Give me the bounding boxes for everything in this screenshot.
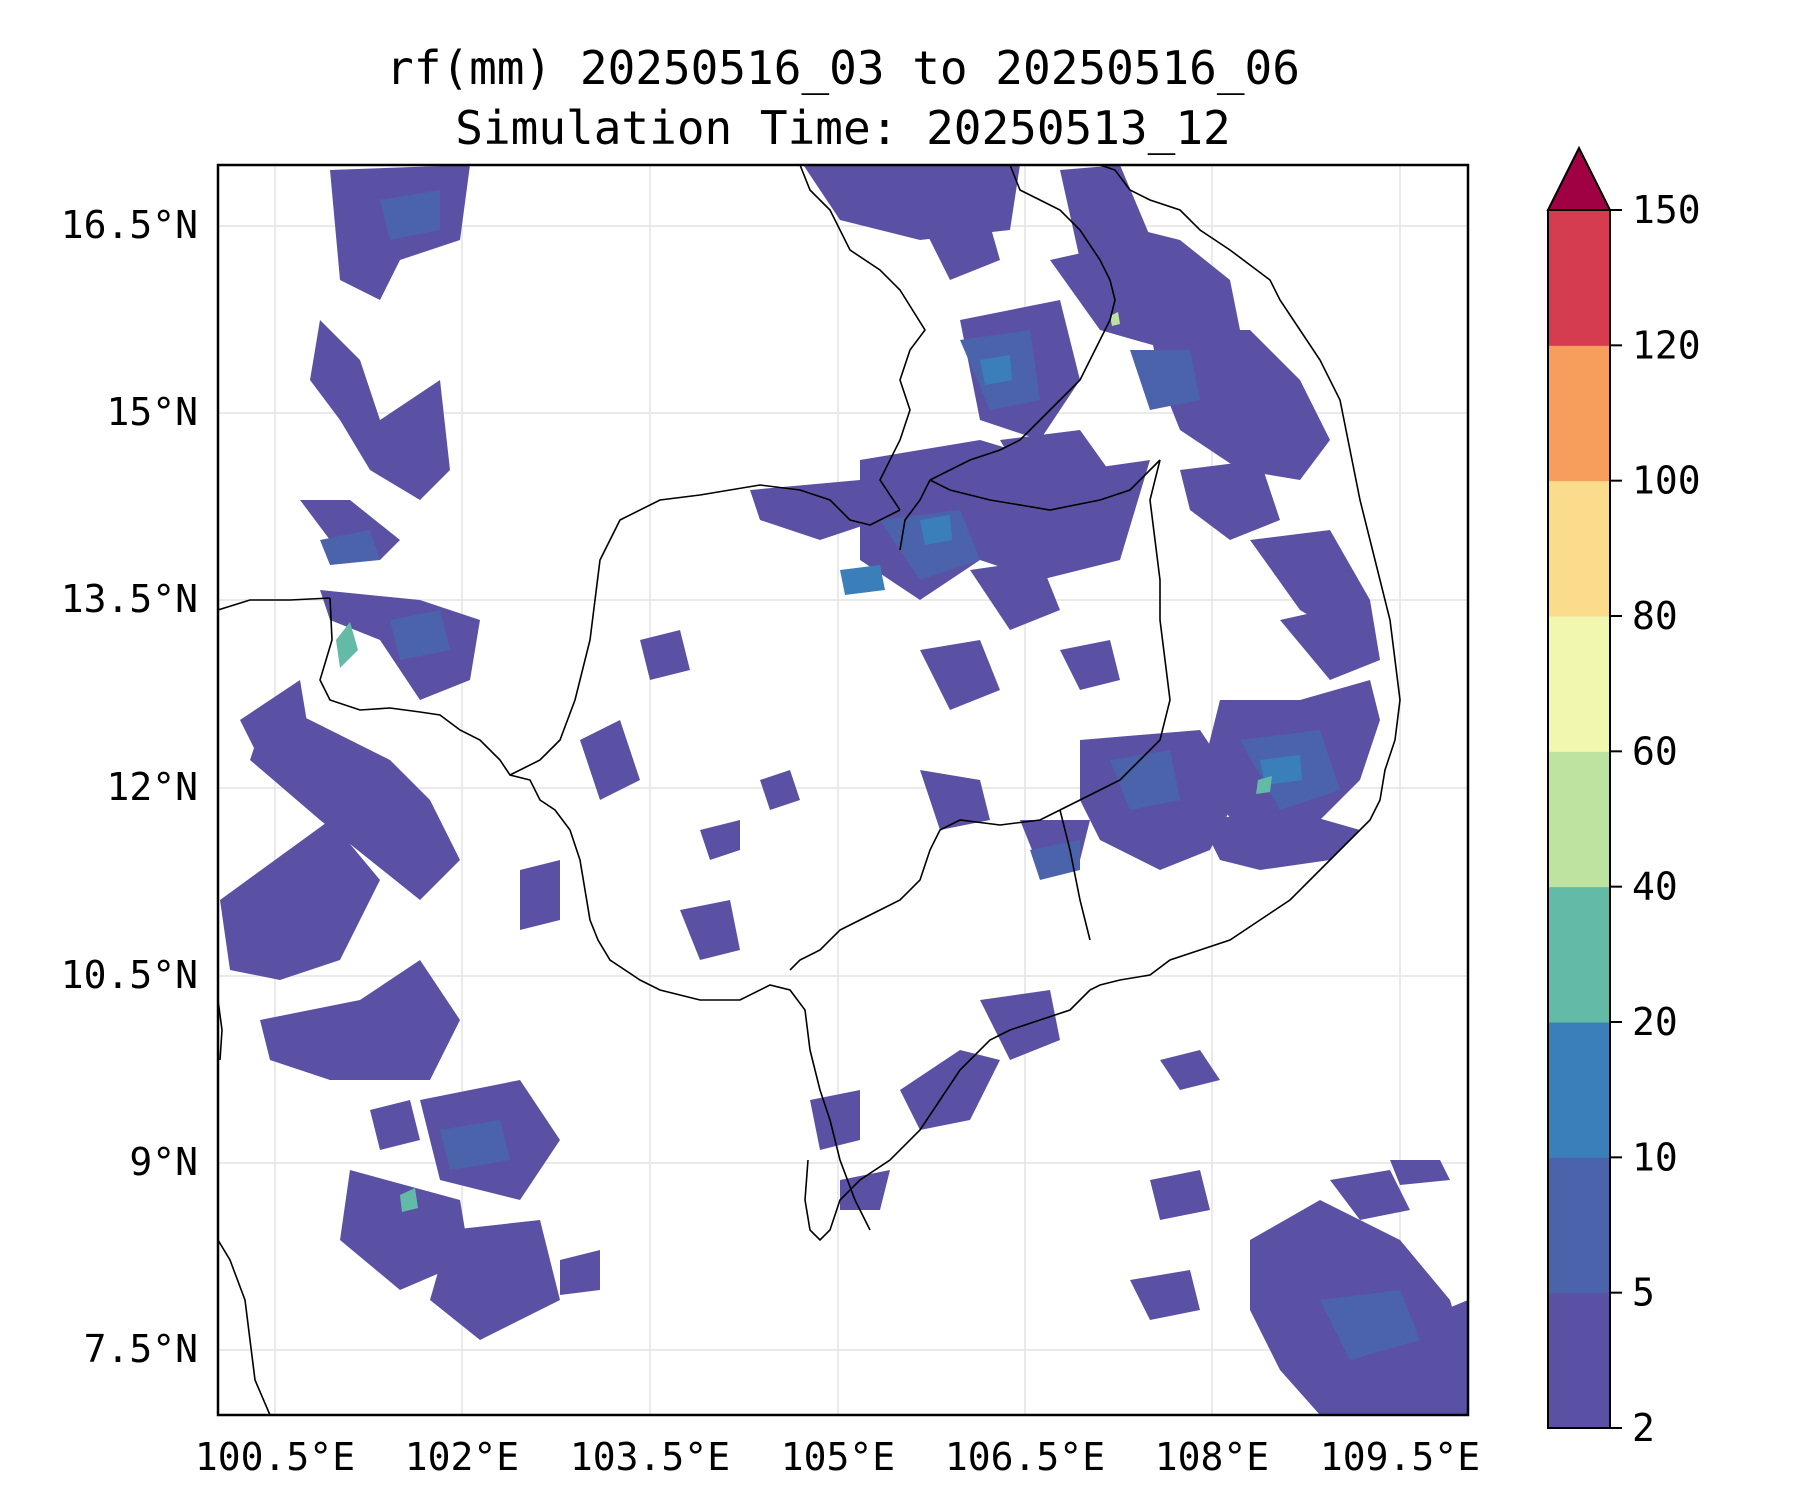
colorbar-segment-2: [1548, 1157, 1610, 1294]
lat-label-1: 16.5°N: [61, 203, 198, 247]
lat-label-5: 10.5°N: [61, 953, 198, 997]
rainfall-fill-5-10mm: [320, 190, 1420, 1360]
lon-label-6: 108°E: [1155, 1435, 1269, 1479]
colorbar-tick-label: 10: [1632, 1135, 1678, 1179]
lon-label-5: 106.5°E: [945, 1435, 1105, 1479]
longitude-labels: 100.5°E 102°E 103.5°E 105°E 106.5°E 108°…: [195, 1435, 1480, 1479]
lon-label-4: 105°E: [781, 1435, 895, 1479]
rainfall-fill-20-40mm: [336, 622, 1272, 1212]
lat-label-3: 13.5°N: [61, 577, 198, 621]
lat-label-2: 15°N: [106, 390, 198, 434]
rainfall-fill-40-60mm: [1110, 312, 1120, 326]
lon-label-3: 103.5°E: [570, 1435, 730, 1479]
colorbar-segment-8: [1548, 345, 1610, 482]
colorbar-tick-label: 100: [1632, 459, 1701, 503]
colorbar-tick-label: 20: [1632, 1000, 1678, 1044]
colorbar-tick-label: 80: [1632, 594, 1678, 638]
lon-label-7: 109.5°E: [1320, 1435, 1480, 1479]
colorbar-frame: [1547, 209, 1611, 1429]
figure-title: rf(mm) 20250516_03 to 20250516_06 Simula…: [218, 38, 1468, 158]
colorbar-tick-label: 60: [1632, 729, 1678, 773]
coastlines-and-borders: [218, 165, 1468, 1415]
colorbar: 2 5 10 20 40 60 80 100 120 150: [1546, 145, 1701, 1450]
latitude-labels: 16.5°N 15°N 13.5°N 12°N 10.5°N 9°N 7.5°N: [61, 203, 198, 1371]
rainfall-fill-10-20mm: [840, 355, 1302, 785]
lon-label-1: 100.5°E: [195, 1435, 355, 1479]
colorbar-segment-5: [1548, 751, 1610, 888]
colorbar-segment-1: [1548, 1292, 1610, 1429]
title-line-2: Simulation Time: 20250513_12: [455, 101, 1231, 155]
colorbar-segment-6: [1548, 616, 1610, 752]
colorbar-tick-label: 120: [1632, 323, 1701, 367]
map-frame: [216, 163, 1470, 1417]
colorbar-extend-arrow: [1546, 145, 1612, 211]
lat-label-6: 9°N: [129, 1140, 198, 1184]
colorbar-tick-label: 40: [1632, 865, 1678, 909]
lat-label-4: 12°N: [106, 765, 198, 809]
colorbar-tick-label: 5: [1632, 1271, 1655, 1315]
colorbar-tick-label: 150: [1632, 188, 1701, 232]
colorbar-segment-3: [1548, 1022, 1610, 1158]
colorbar-segment-7: [1548, 480, 1610, 617]
lat-label-7: 7.5°N: [84, 1327, 198, 1371]
colorbar-segment-4: [1548, 886, 1610, 1023]
lon-label-2: 102°E: [405, 1435, 519, 1479]
title-line-1: rf(mm) 20250516_03 to 20250516_06: [386, 41, 1300, 95]
colorbar-tick-label: 2: [1632, 1406, 1655, 1450]
colorbar-segment-9: [1548, 210, 1610, 346]
